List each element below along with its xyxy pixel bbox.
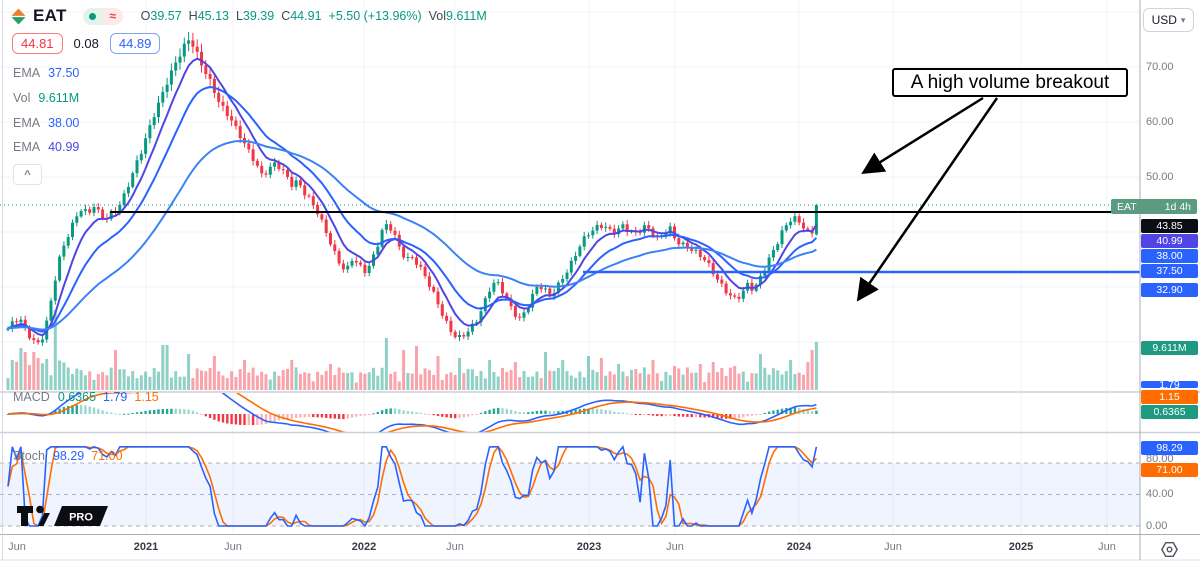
countdown-time: 1d 4h: [1164, 200, 1191, 213]
high-value: 45.13: [197, 9, 229, 23]
volume-bars: [6, 310, 818, 390]
approx-icon: ≈: [109, 9, 116, 23]
indicator-label: EMA: [13, 66, 41, 80]
indicator-legend-row[interactable]: EMA 38.00: [13, 116, 79, 130]
legend-value: 1.79: [103, 390, 128, 404]
indicator-legend-row[interactable]: Vol 9.611M: [13, 91, 79, 105]
buy-button[interactable]: 44.89: [109, 33, 161, 54]
indicator-label: EMA: [13, 116, 41, 130]
time-axis-label: Jun: [884, 541, 902, 553]
pro-badge-text: PRO: [69, 512, 93, 524]
axis-tick-label: 0.00: [1146, 520, 1168, 532]
time-axis-label: Jun: [446, 541, 464, 553]
indicator-value: 9.611M: [38, 91, 80, 105]
spread-value: 0.08: [73, 36, 99, 51]
eat-logo-icon: [11, 8, 26, 24]
tradingview-icon: [17, 505, 50, 526]
ema-line: [7, 140, 817, 331]
collapse-legend-button[interactable]: ^: [13, 164, 42, 185]
time-axis-label: Jun: [224, 541, 242, 553]
time-axis-label: Jun: [1098, 541, 1116, 553]
candlesticks: [6, 31, 818, 346]
indicator-legend-row[interactable]: EMA 37.50: [13, 66, 79, 80]
time-axis-label: Jun: [666, 541, 684, 553]
price-badge: 43.85: [1141, 219, 1198, 233]
axis-settings-button[interactable]: [1156, 538, 1182, 560]
close-value: 44.91: [290, 9, 322, 23]
time-axis-label: 2021: [133, 541, 159, 553]
countdown-symbol: EAT: [1117, 200, 1137, 213]
open-value: 39.57: [150, 9, 182, 23]
currency-selector[interactable]: USD ▾: [1143, 8, 1194, 32]
price-badge: 0.6365: [1141, 405, 1198, 419]
market-status-button[interactable]: [82, 7, 103, 25]
currency-label: USD: [1151, 13, 1177, 27]
axis-tick-label: 40.00: [1146, 488, 1174, 500]
legend-value: 1.15: [134, 390, 159, 404]
time-axis-label: 2024: [786, 541, 812, 553]
chevron-down-icon: ▾: [1180, 14, 1186, 25]
indicator-label: EMA: [13, 140, 41, 154]
low-value: 39.39: [242, 9, 275, 23]
price-badge: 71.00: [1141, 463, 1198, 477]
symbol-name[interactable]: EAT: [33, 6, 67, 25]
sell-button[interactable]: 44.81: [12, 33, 63, 54]
axis-tick-label: 50.00: [1146, 171, 1174, 183]
price-badge: 9.611M: [1141, 341, 1198, 355]
stoch-pane: [7, 445, 818, 528]
legend-value: 71.00: [91, 449, 123, 463]
macd-pane: [6, 393, 818, 432]
indicator-legend-row[interactable]: EMA 40.99: [13, 140, 79, 154]
gear-icon: [1160, 541, 1178, 557]
time-axis-label: 2025: [1008, 541, 1034, 553]
annotation-text-box[interactable]: A high volume breakout: [892, 68, 1128, 97]
macd-legend: MACD 0.6365 1.79 1.15: [13, 390, 166, 404]
countdown-badge: EAT 1d 4h: [1111, 199, 1197, 214]
legend-value: 98.29: [52, 449, 85, 463]
axis-tick-label: 70.00: [1146, 61, 1174, 73]
tradingview-pro-logo[interactable]: PRO: [16, 503, 108, 529]
indicator-value: 40.99: [48, 140, 80, 154]
indicator-value: 38.00: [48, 116, 80, 130]
macd-legend-title: MACD: [13, 390, 50, 404]
price-badge: 40.99: [1141, 234, 1198, 248]
stoch-legend: Stoch 98.29 71.00: [13, 449, 130, 463]
indicator-value: 37.50: [48, 66, 80, 80]
axis-tick-label: 80.00: [1146, 453, 1174, 465]
volume-value: 9.611M: [446, 9, 487, 23]
time-axis-label: Jun: [8, 541, 26, 553]
symbol-header: EAT ≈ O39.57 H45.13 L39.39 C44.91 +5.50 …: [10, 6, 487, 26]
price-badge: 1.79: [1141, 381, 1198, 388]
time-axis-label: 2022: [351, 541, 377, 553]
legend-value: 0.6365: [57, 390, 97, 404]
alert-similar-button[interactable]: ≈: [102, 7, 123, 25]
price-badge: 32.90: [1141, 283, 1198, 297]
indicator-label: Vol: [13, 91, 31, 105]
ema-line: [7, 86, 818, 333]
price-badge: 98.29: [1141, 441, 1198, 455]
ohlc-readout: O39.57 H45.13 L39.39 C44.91 +5.50 (+13.9…: [140, 9, 487, 23]
time-axis-label: 2023: [576, 541, 602, 553]
stoch-legend-title: Stoch: [13, 449, 45, 463]
axis-tick-label: 60.00: [1146, 116, 1174, 128]
change-value: +5.50 (+13.96%): [328, 9, 422, 23]
annotation-arrows: [856, 96, 999, 302]
price-badge: 38.00: [1141, 249, 1198, 263]
market-open-dot-icon: [89, 12, 97, 20]
bid-ask-row: 44.81 0.08 44.89: [12, 33, 161, 54]
price-badge: 37.50: [1141, 264, 1198, 278]
price-badge: 1.15: [1141, 390, 1198, 404]
pro-badge-icon: PRO: [54, 506, 108, 526]
